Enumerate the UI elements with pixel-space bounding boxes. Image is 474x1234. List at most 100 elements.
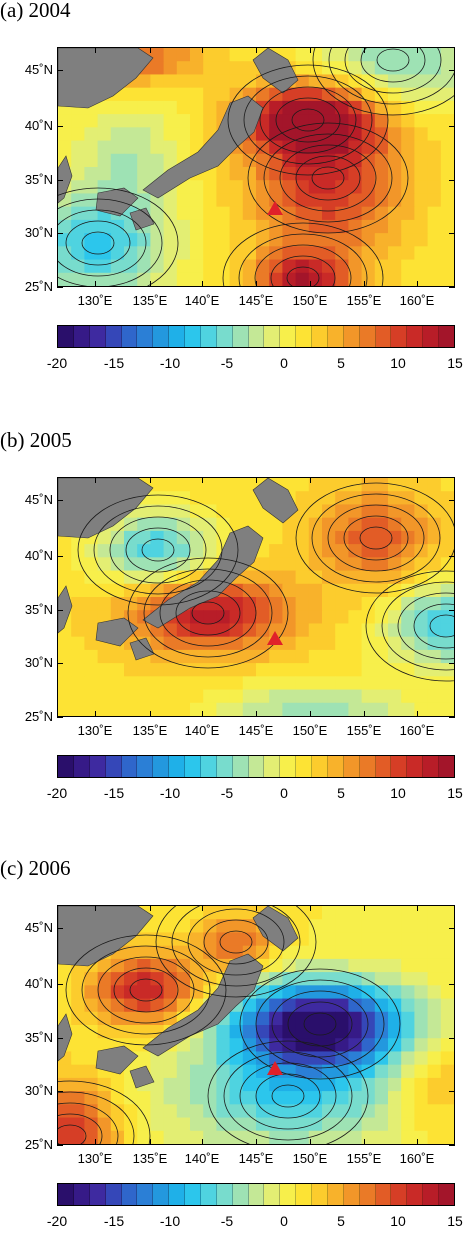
field-cell: [137, 114, 151, 128]
field-cell: [58, 676, 72, 691]
field-cell: [242, 663, 257, 677]
field-cell: [216, 1104, 231, 1119]
colorbar-swatch: [296, 756, 312, 777]
field-cell: [440, 544, 454, 558]
field-cell: [361, 1130, 376, 1144]
field-cell: [308, 180, 323, 195]
field-cell: [308, 61, 323, 76]
field-cell: [256, 985, 270, 1000]
field-cell: [282, 985, 297, 1000]
field-cell: [256, 246, 270, 261]
field-cell: [348, 153, 363, 168]
field-cell: [401, 1130, 415, 1144]
colorbar-tick-label: -20: [46, 1213, 68, 1229]
field-cell: [308, 140, 323, 155]
colorbar-tick-label: 10: [390, 785, 406, 801]
field-cell: [374, 906, 389, 920]
colorbar-swatch: [185, 326, 201, 347]
field-cell: [322, 972, 336, 986]
colorbar-swatch: [89, 756, 106, 777]
field-cell: [374, 48, 389, 62]
field-cell: [137, 233, 151, 247]
land-shape: [58, 1013, 73, 1062]
land-shape: [129, 207, 155, 231]
field-cell: [322, 1117, 336, 1132]
land-shape: [95, 187, 139, 217]
field-cell: [335, 676, 349, 691]
field-cell: [203, 906, 217, 920]
field-cell: [361, 649, 376, 664]
lon-tickmark: [202, 905, 203, 911]
field-cell: [203, 74, 217, 89]
field-cell: [427, 206, 442, 221]
field-cell: [190, 919, 204, 934]
field-cell: [71, 998, 85, 1013]
field-cell: [163, 1051, 178, 1066]
colorbar-swatch: [407, 326, 424, 347]
field-cell: [58, 570, 72, 585]
field-cell: [242, 153, 257, 168]
field-cell: [163, 544, 178, 558]
field-cell: [71, 689, 85, 704]
field-cell: [216, 259, 231, 274]
field-cell: [401, 544, 415, 558]
field-cell: [374, 932, 389, 947]
field-cell: [216, 478, 231, 492]
field-cell: [216, 663, 231, 677]
field-cell: [190, 48, 204, 62]
field-cell: [110, 153, 125, 168]
field-cell: [110, 233, 125, 247]
field-cell: [374, 167, 389, 181]
field-cell: [229, 649, 244, 664]
field-cell: [216, 636, 231, 651]
field-cell: [427, 570, 442, 585]
field-cell: [282, 663, 297, 677]
field-cell: [335, 610, 349, 625]
lat-tickmark: [449, 287, 455, 288]
field-cell: [322, 689, 336, 704]
field-cell: [388, 1011, 402, 1026]
field-cell: [84, 1091, 99, 1105]
field-cell: [216, 1025, 231, 1039]
field-cell: [348, 74, 363, 89]
field-cell: [190, 1064, 204, 1079]
field-cell: [190, 1051, 204, 1066]
colorbar-swatch: [423, 756, 439, 777]
field-cell: [229, 676, 244, 691]
contour-line: [125, 527, 191, 573]
field-cell: [361, 958, 376, 973]
field-cell: [361, 906, 376, 920]
field-cell: [322, 1104, 336, 1119]
field-cell: [150, 544, 165, 558]
field-cell: [110, 544, 125, 558]
field-cell: [163, 958, 178, 973]
contour-line: [429, 614, 454, 638]
field-cell: [124, 100, 138, 115]
field-cell: [282, 530, 297, 545]
colorbar-tick-label: 10: [390, 1213, 406, 1229]
field-cell: [361, 636, 376, 651]
field-cell: [348, 140, 363, 155]
field-cell: [176, 676, 191, 691]
field-cell: [190, 1104, 204, 1119]
contour-line: [58, 187, 179, 286]
field-cell: [388, 491, 402, 506]
colorbar-swatch: [359, 326, 376, 347]
field-cell: [97, 985, 112, 1000]
field-cell: [361, 167, 376, 181]
field-cell: [361, 583, 376, 598]
field-cell: [71, 972, 85, 986]
field-cell: [71, 140, 85, 155]
field-cell: [190, 1077, 204, 1092]
field-cell: [190, 127, 204, 142]
field-cell: [137, 945, 151, 960]
contour-line: [58, 1102, 119, 1144]
field-cell: [401, 623, 415, 638]
field-cell: [427, 583, 442, 598]
station-marker-icon: [267, 1061, 283, 1075]
field-cell: [335, 1117, 349, 1132]
field-cell: [137, 985, 151, 1000]
field-cell: [84, 972, 99, 986]
field-cell: [216, 193, 231, 208]
colorbar-swatch: [73, 1184, 90, 1205]
